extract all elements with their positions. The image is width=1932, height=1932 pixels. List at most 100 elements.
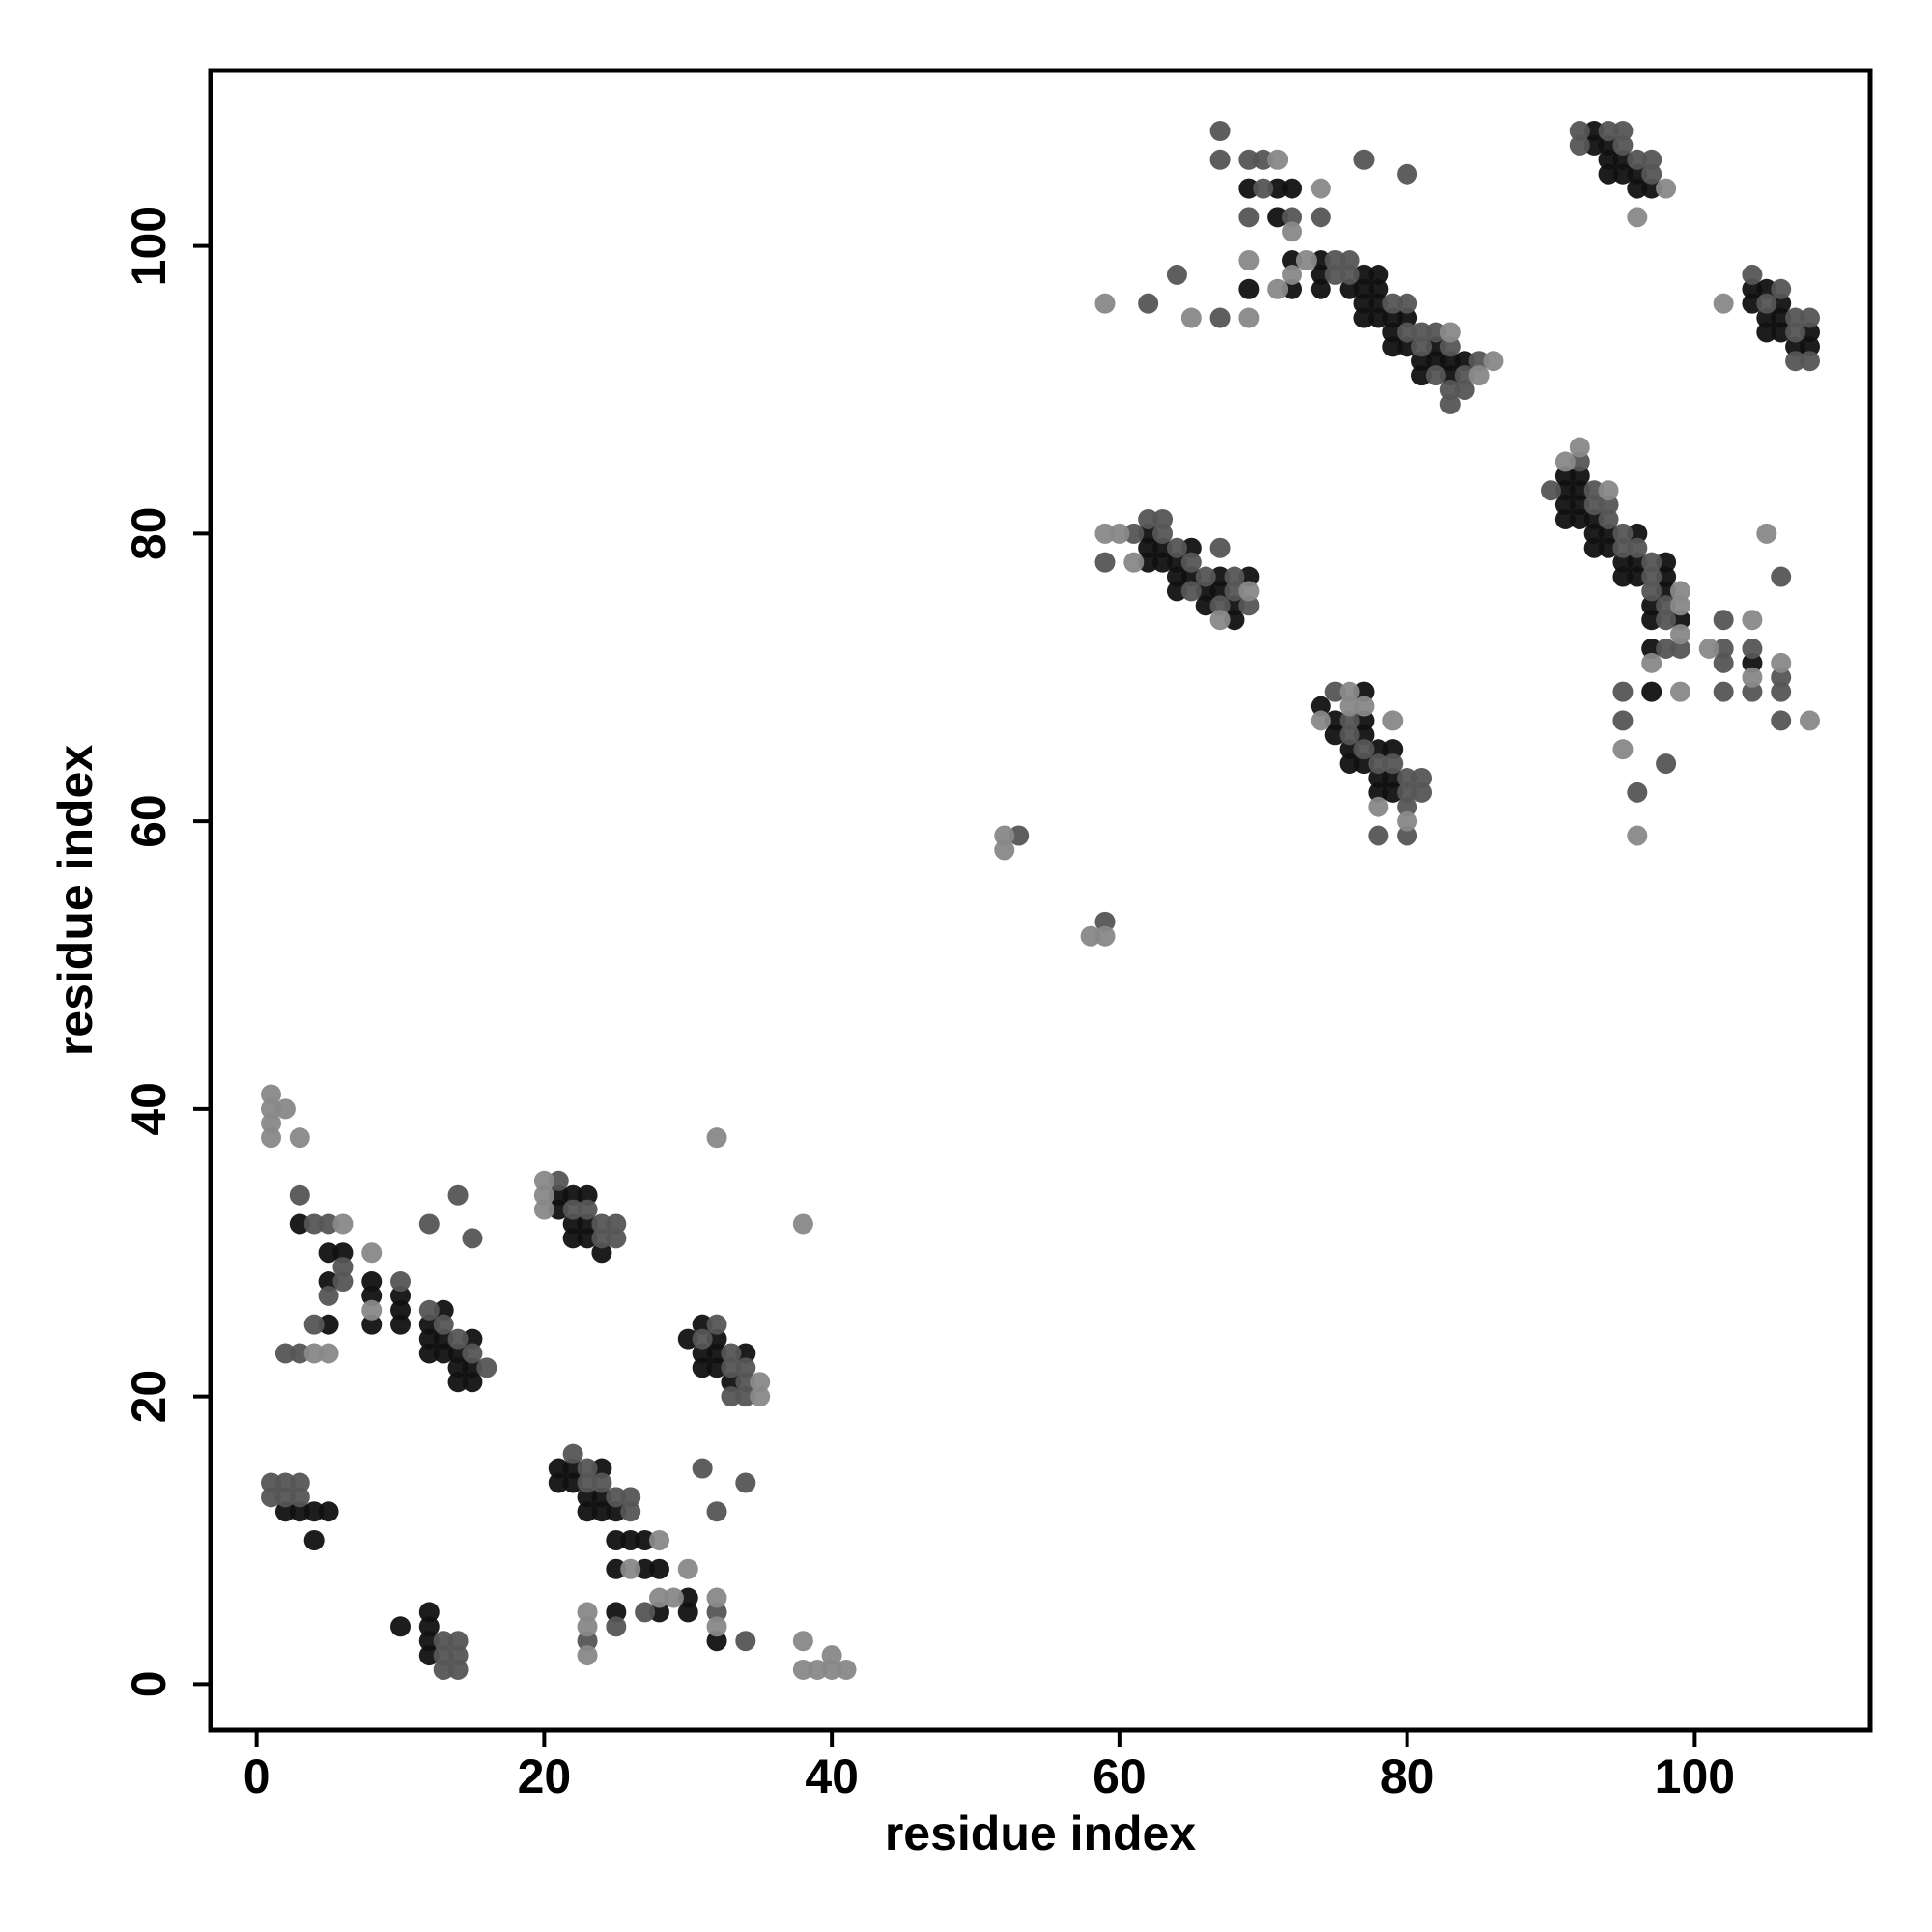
point [1152, 508, 1174, 529]
point [1742, 264, 1763, 285]
point [692, 1314, 713, 1335]
point [1152, 523, 1174, 544]
point [1439, 351, 1461, 372]
point [1713, 638, 1734, 659]
point [1742, 638, 1763, 659]
point [1799, 307, 1820, 328]
point [1425, 365, 1446, 386]
point [1439, 365, 1461, 386]
point [1713, 681, 1734, 702]
point [606, 1501, 627, 1522]
point [289, 1501, 310, 1522]
point [447, 1343, 469, 1364]
point [1756, 523, 1777, 544]
point [1742, 652, 1763, 673]
x-tick-label: 0 [243, 1749, 270, 1804]
point [390, 1285, 412, 1306]
point [1641, 652, 1662, 673]
point [1109, 523, 1130, 544]
x-tick-label: 20 [518, 1749, 572, 1804]
point [1267, 207, 1289, 228]
point [1209, 610, 1231, 631]
point [1569, 495, 1590, 516]
point [1641, 595, 1662, 616]
point [1468, 351, 1490, 372]
point [1569, 480, 1590, 501]
point [1641, 149, 1662, 170]
point [1799, 336, 1820, 357]
point [1353, 149, 1375, 170]
point [1397, 796, 1418, 817]
point [1180, 566, 1202, 587]
point [332, 1257, 354, 1278]
point [433, 1659, 454, 1680]
point [1224, 595, 1245, 616]
point [274, 1501, 296, 1522]
point [1123, 552, 1145, 573]
point [318, 1501, 339, 1522]
point [792, 1659, 813, 1680]
point [447, 1645, 469, 1666]
point [1554, 480, 1576, 501]
point [1094, 911, 1116, 932]
point [1641, 552, 1662, 573]
point [261, 1084, 282, 1105]
point [606, 1228, 627, 1249]
point [1195, 581, 1216, 602]
point [1799, 710, 1820, 731]
point [1439, 379, 1461, 400]
point [577, 1616, 598, 1637]
point [735, 1357, 756, 1378]
point [1397, 163, 1418, 185]
point [1339, 681, 1360, 702]
point [562, 1228, 583, 1249]
point [462, 1328, 483, 1350]
point [1138, 508, 1159, 529]
point [1180, 581, 1202, 602]
point [1785, 351, 1806, 372]
point [1641, 581, 1662, 602]
point [1569, 451, 1590, 472]
point [591, 1213, 612, 1235]
point [1310, 264, 1331, 285]
point [1238, 278, 1260, 299]
point [1209, 307, 1231, 328]
point [533, 1199, 554, 1220]
point [462, 1357, 483, 1378]
point [577, 1184, 598, 1206]
point [1612, 163, 1634, 185]
point [1554, 451, 1576, 472]
point [1612, 134, 1634, 156]
point [1180, 552, 1202, 573]
point [1180, 537, 1202, 558]
point [1282, 250, 1303, 271]
point [1353, 293, 1375, 314]
point [1627, 163, 1648, 185]
point [1785, 322, 1806, 343]
point [1425, 336, 1446, 357]
y-axis-title: residue index [48, 745, 102, 1057]
point [1382, 293, 1404, 314]
point [1771, 681, 1792, 702]
point [1310, 178, 1331, 199]
point [663, 1587, 684, 1608]
point [1094, 293, 1116, 314]
point [606, 1213, 627, 1235]
point [1224, 566, 1245, 587]
point [1656, 552, 1677, 573]
point [1324, 724, 1346, 746]
y-tick-label: 80 [122, 507, 176, 561]
point [1656, 638, 1677, 659]
point [1282, 207, 1303, 228]
point [1353, 710, 1375, 731]
point [1627, 825, 1648, 846]
point [1656, 581, 1677, 602]
point [1454, 379, 1475, 400]
point [261, 1127, 282, 1149]
point [318, 1271, 339, 1293]
y-tick-label: 40 [122, 1082, 176, 1136]
point [1138, 537, 1159, 558]
point [606, 1616, 627, 1637]
point [1397, 810, 1418, 832]
